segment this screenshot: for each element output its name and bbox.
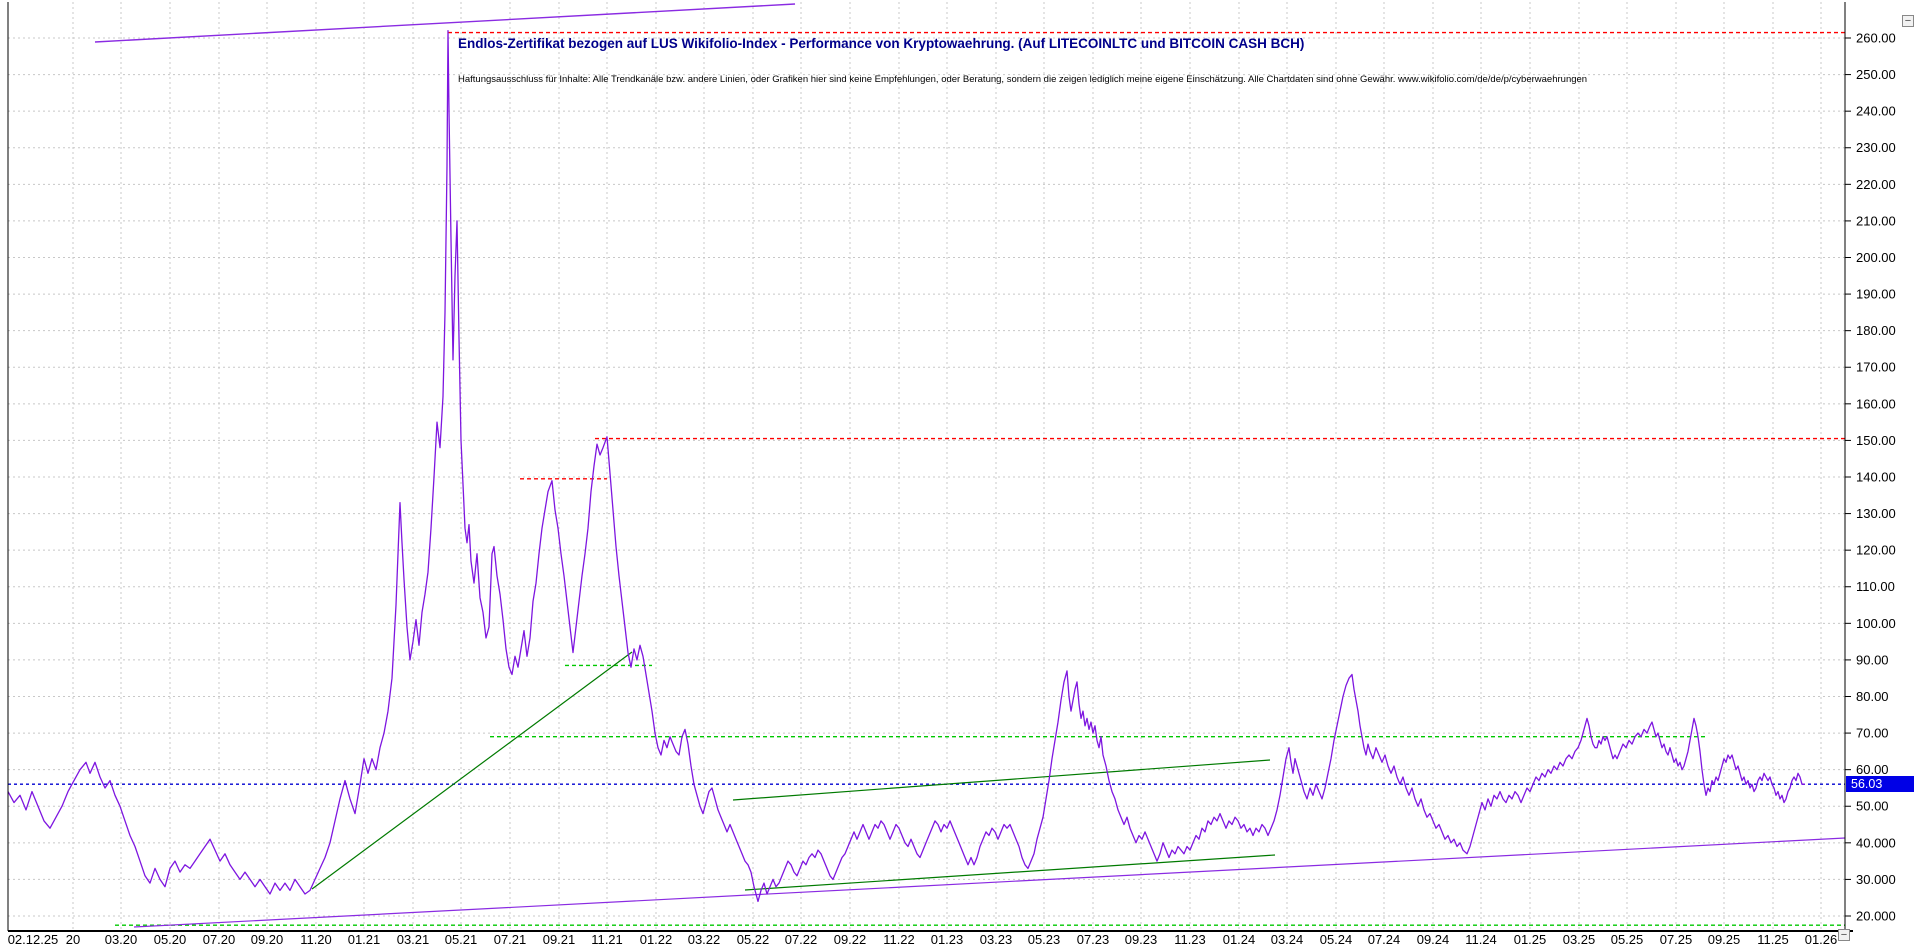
minus-icon: − <box>1904 15 1912 27</box>
trend-purple-upper <box>94 3 796 43</box>
x-axis-label: 20 <box>66 932 80 947</box>
x-axis-label: 11.20 <box>300 932 332 947</box>
collapse-top-button[interactable]: − <box>1902 15 1914 27</box>
x-axis-label: 03.24 <box>1271 932 1304 947</box>
trend-green-channel-bottom <box>744 854 1276 891</box>
x-axis-label: 01.25 <box>1514 932 1547 947</box>
y-axis-label: 50.00 <box>1856 799 1889 814</box>
y-axis-label: 140.00 <box>1856 469 1896 484</box>
y-axis-label: 90.00 <box>1856 652 1889 667</box>
x-axis-label: 09.21 <box>543 932 576 947</box>
y-axis-label: 250.00 <box>1856 67 1896 82</box>
chart-disclaimer: Haftungsausschluss für Inhalte: Alle Tre… <box>458 74 1588 85</box>
x-axis-label: 09.24 <box>1417 932 1450 947</box>
x-axis-label: 07.23 <box>1077 932 1110 947</box>
x-axis-label: 03.25 <box>1563 932 1596 947</box>
y-axis-label: 230.00 <box>1856 140 1896 155</box>
y-axis-label: 200.00 <box>1856 250 1896 265</box>
y-axis-label: 100.00 <box>1856 616 1896 631</box>
y-axis-label: 160.00 <box>1856 396 1896 411</box>
y-axis-label: 190.00 <box>1856 287 1896 302</box>
x-axis-label: 05.20 <box>154 932 187 947</box>
x-axis-label: 09.22 <box>834 932 867 947</box>
current-price-tag: 56.03 <box>1846 776 1914 792</box>
x-axis-label: 11.22 <box>883 932 915 947</box>
y-axis-label: 110.00 <box>1856 579 1895 594</box>
y-axis-label: 20.000 <box>1856 908 1896 923</box>
y-axis-label: 210.00 <box>1856 213 1896 228</box>
x-axis-label: 05.23 <box>1028 932 1061 947</box>
x-axis-label: 01.24 <box>1223 932 1256 947</box>
y-axis-label: 240.00 <box>1856 104 1896 119</box>
y-axis-label: 260.00 <box>1856 31 1896 46</box>
y-axis-label: 130.00 <box>1856 506 1896 521</box>
x-axis-label: 03.22 <box>688 932 721 947</box>
x-axis-label: 05.25 <box>1611 932 1644 947</box>
trend-purple-lower <box>133 837 1846 928</box>
minus-icon: − <box>1840 929 1848 941</box>
x-axis-label: 05.21 <box>445 932 478 947</box>
x-axis-label: 07.21 <box>494 932 527 947</box>
price-line <box>7 30 1806 903</box>
x-axis-label: 05.22 <box>737 932 770 947</box>
x-axis-label: 09.25 <box>1708 932 1741 947</box>
x-axis-label: 09.20 <box>251 932 284 947</box>
y-axis-label: 170.00 <box>1856 360 1896 375</box>
x-axis-label: 01.26 <box>1805 932 1838 947</box>
collapse-bottom-button[interactable]: − <box>1838 929 1850 941</box>
y-axis-label: 40.000 <box>1856 835 1896 850</box>
x-axis-label: 03.20 <box>105 932 138 947</box>
y-axis-label: 70.00 <box>1856 726 1889 741</box>
x-axis-label: 03.21 <box>397 932 430 947</box>
y-axis-label: 30.000 <box>1856 872 1896 887</box>
y-axis-label: 120.00 <box>1856 543 1896 558</box>
y-axis-label: 220.00 <box>1856 177 1896 192</box>
x-axis-label: 07.24 <box>1368 932 1401 947</box>
y-axis-label: 60.00 <box>1856 762 1889 777</box>
x-axis-label: 07.25 <box>1660 932 1693 947</box>
x-axis-label: 11.21 <box>591 932 623 947</box>
x-axis-label: 07.20 <box>203 932 236 947</box>
trend-green-2021 <box>311 651 633 890</box>
x-axis-label: 05.24 <box>1320 932 1353 947</box>
chart-title: Endlos-Zertifikat bezogen auf LUS Wikifo… <box>458 36 1305 51</box>
x-axis-label: 09.23 <box>1125 932 1158 947</box>
x-axis-label: 07.22 <box>785 932 818 947</box>
y-axis-label: 180.00 <box>1856 323 1896 338</box>
trend-green-channel-top <box>732 759 1271 801</box>
x-axis-label: 01.23 <box>931 932 964 947</box>
x-axis-label: 11.23 <box>1174 932 1206 947</box>
y-axis-label: 150.00 <box>1856 433 1896 448</box>
x-axis-label: 01.22 <box>640 932 673 947</box>
x-axis-label: 11.24 <box>1465 932 1497 947</box>
x-axis-label: 11.25 <box>1757 932 1789 947</box>
x-axis-label: 02.12.25 <box>8 932 59 947</box>
x-axis-label: 01.21 <box>348 932 381 947</box>
x-axis-label: 03.23 <box>980 932 1013 947</box>
y-axis-label: 80.00 <box>1856 689 1889 704</box>
